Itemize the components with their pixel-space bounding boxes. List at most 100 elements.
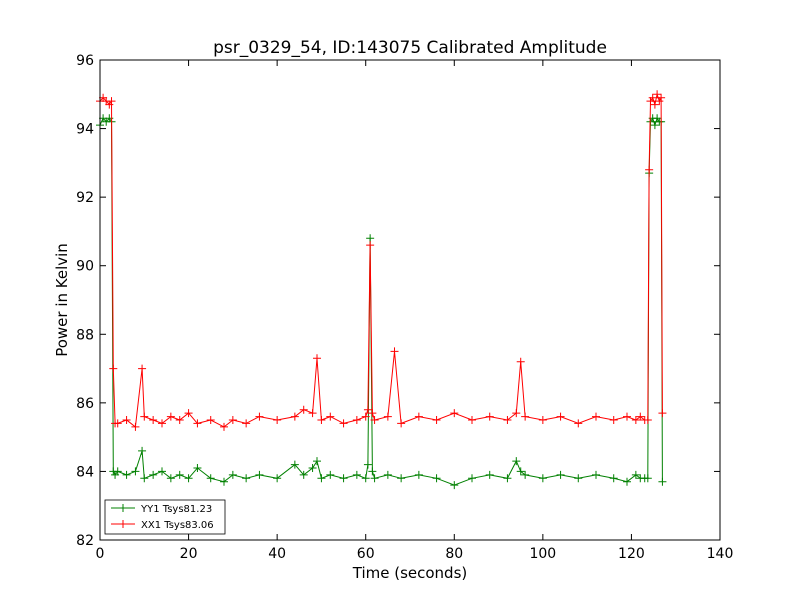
- data-point: [643, 416, 652, 424]
- legend-marker-yy1: [119, 504, 127, 512]
- data-point: [158, 467, 166, 476]
- data-point: [636, 412, 645, 421]
- data-point: [631, 470, 640, 479]
- data-point: [175, 470, 184, 479]
- data-point: [138, 364, 147, 373]
- data-point: [450, 481, 459, 490]
- data-point: [113, 419, 122, 428]
- series-layer: [96, 90, 667, 490]
- y-tick-label: 96: [76, 53, 94, 69]
- legend: YY1 Tsys81.23 XX1 Tsys83.06: [104, 499, 226, 535]
- data-point: [574, 419, 583, 428]
- data-point: [432, 416, 441, 424]
- data-point: [648, 93, 657, 102]
- data-point: [370, 474, 379, 483]
- data-point: [317, 474, 326, 483]
- data-point: [255, 470, 264, 479]
- data-point: [166, 474, 175, 483]
- data-point: [653, 90, 662, 99]
- data-point: [158, 419, 166, 428]
- y-tick-label: 82: [76, 533, 94, 549]
- data-point: [468, 416, 476, 424]
- data-point: [184, 409, 193, 418]
- data-point: [516, 357, 525, 366]
- data-point: [657, 93, 666, 102]
- x-tick-label: 60: [357, 546, 375, 562]
- data-point: [206, 416, 215, 424]
- data-point: [538, 416, 547, 424]
- data-point: [131, 467, 140, 476]
- data-point: [363, 460, 372, 469]
- data-point: [313, 457, 321, 466]
- data-point: [623, 477, 631, 486]
- data-point: [521, 412, 530, 421]
- data-point: [131, 422, 140, 431]
- x-tick-label: 40: [268, 546, 286, 562]
- data-point: [175, 416, 184, 424]
- ticks-layer: 0 20 40 60 80 100 120 140 82 84 86 88 90 92 94 96: [76, 53, 733, 562]
- data-point: [255, 412, 264, 421]
- data-point: [623, 412, 631, 421]
- data-point: [140, 474, 149, 483]
- data-point: [468, 474, 476, 483]
- data-point: [650, 100, 659, 109]
- y-tick-label: 84: [76, 464, 94, 480]
- x-tick-label: 100: [529, 546, 556, 562]
- data-point: [290, 412, 299, 421]
- data-point: [512, 409, 521, 418]
- data-point: [317, 416, 326, 424]
- data-point: [368, 467, 377, 476]
- x-tick-label: 140: [707, 546, 734, 562]
- x-tick-label: 20: [180, 546, 198, 562]
- data-point: [299, 470, 308, 479]
- data-point: [366, 241, 375, 250]
- legend-marker-xx1: [119, 520, 127, 528]
- y-axis-label: Power in Kelvin: [53, 243, 71, 357]
- data-point: [503, 416, 512, 424]
- data-point: [655, 97, 664, 106]
- data-point: [149, 470, 158, 479]
- data-point: [658, 477, 667, 486]
- legend-box: [104, 499, 226, 535]
- data-point: [650, 121, 659, 130]
- data-point: [366, 234, 375, 243]
- data-point: [140, 412, 149, 421]
- x-tick-label: 80: [445, 546, 463, 562]
- data-point: [193, 419, 202, 428]
- legend-label-yy1: YY1 Tsys81.23: [140, 504, 212, 515]
- data-point: [370, 416, 379, 424]
- y-tick-label: 88: [76, 327, 94, 343]
- data-point: [450, 409, 459, 418]
- data-point: [290, 460, 299, 469]
- data-point: [397, 419, 406, 428]
- data-point: [592, 412, 600, 421]
- data-point: [220, 422, 228, 431]
- data-point: [361, 412, 370, 421]
- y-tick-label: 92: [76, 190, 94, 206]
- data-point: [228, 470, 237, 479]
- data-point: [122, 416, 131, 424]
- data-point: [184, 474, 193, 483]
- data-point: [242, 474, 251, 483]
- data-point: [383, 412, 392, 421]
- x-axis-label: Time (seconds): [352, 564, 468, 582]
- data-point: [503, 474, 512, 483]
- data-point: [383, 470, 392, 479]
- data-point: [242, 419, 251, 428]
- data-point: [352, 416, 361, 424]
- data-point: [299, 405, 308, 414]
- series-line-yy1: [99, 117, 663, 486]
- data-point: [166, 412, 175, 421]
- data-point: [574, 474, 583, 483]
- data-point: [122, 470, 131, 479]
- data-point: [113, 467, 122, 476]
- data-point: [339, 474, 348, 483]
- data-point: [512, 457, 521, 466]
- data-point: [273, 416, 282, 424]
- data-point: [368, 409, 377, 418]
- data-point: [308, 464, 317, 472]
- data-point: [193, 464, 202, 472]
- data-point: [645, 165, 654, 174]
- data-point: [643, 474, 652, 483]
